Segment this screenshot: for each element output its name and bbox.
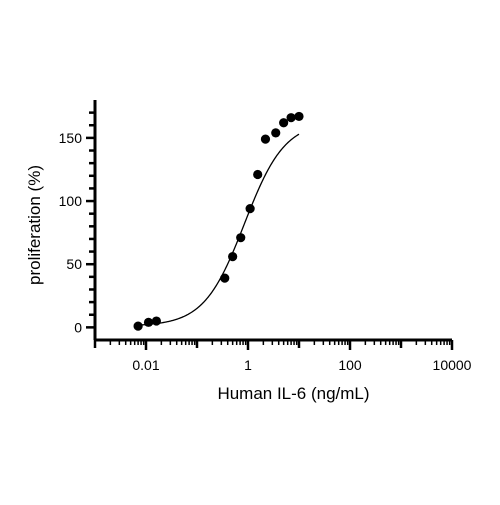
data-point (220, 273, 230, 283)
y-axis-title: proliferation (%) (25, 165, 44, 285)
data-point (143, 317, 154, 327)
data-point (236, 233, 246, 243)
fit-curve (138, 133, 300, 326)
data-point (151, 316, 162, 326)
data-point (228, 252, 238, 262)
fit-curve-layer (138, 133, 300, 326)
y-tick-label: 0 (74, 319, 82, 335)
data-point (286, 113, 296, 123)
data-point (253, 169, 263, 180)
y-tick-label: 50 (66, 256, 82, 272)
data-point (245, 204, 255, 214)
y-tick-label: 150 (59, 130, 83, 146)
data-points-layer (133, 111, 304, 331)
x-tick-label: 100 (338, 357, 362, 373)
data-point (271, 128, 281, 138)
x-axis-title: Human IL-6 (ng/mL) (217, 384, 369, 403)
x-tick-label: 10000 (433, 357, 472, 373)
x-tick-label: 1 (244, 357, 252, 373)
axes (86, 100, 454, 350)
data-point (294, 111, 304, 122)
y-tick-label: 100 (59, 193, 83, 209)
data-point (260, 134, 271, 144)
data-point (279, 118, 289, 128)
x-tick-label: 0.01 (132, 357, 159, 373)
tick-labels-layer: 0 50 100 150 0.01 1 100 10000 (59, 130, 472, 373)
data-point (133, 321, 143, 331)
